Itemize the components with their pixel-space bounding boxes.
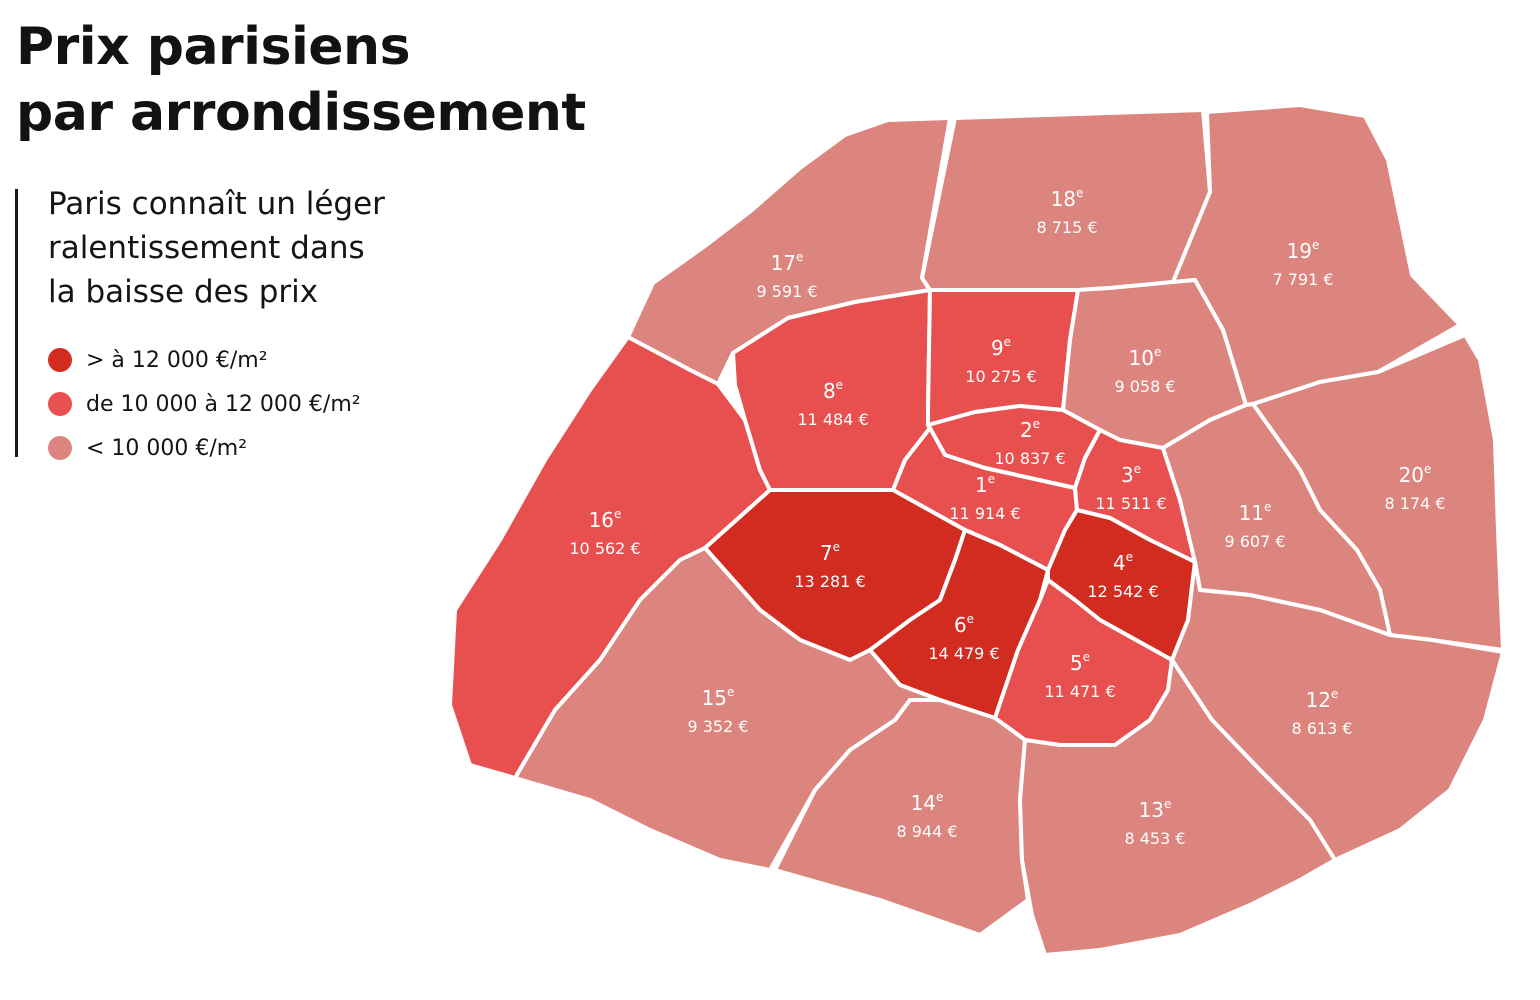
- district-price-20: 8 174 €: [1384, 494, 1445, 513]
- district-14: [773, 698, 1030, 937]
- district-number-18: 18e: [1051, 186, 1084, 211]
- district-number-2: 2e: [1020, 417, 1040, 442]
- subtitle-line-3: la baisse des prix: [48, 274, 319, 310]
- district-price-14: 8 944 €: [896, 822, 957, 841]
- district-label-2: 2e 10 837 €: [994, 417, 1065, 468]
- district-price-11: 9 607 €: [1224, 532, 1285, 551]
- district-number-7: 7e: [820, 540, 840, 565]
- subtitle-line-1: Paris connaît un léger: [48, 186, 385, 222]
- district-price-12: 8 613 €: [1291, 719, 1352, 738]
- district-label-1: 1e 11 914 €: [949, 472, 1020, 523]
- district-price-7: 13 281 €: [794, 572, 865, 591]
- legend-label-low: < 10 000 €/m²: [86, 435, 248, 461]
- district-number-9: 9e: [991, 335, 1011, 360]
- district-label-13: 13e 8 453 €: [1124, 797, 1185, 848]
- legend-item-mid: de 10 000 à 12 000 €/m²: [48, 382, 361, 426]
- district-number-19: 19e: [1287, 238, 1320, 263]
- district-price-18: 8 715 €: [1036, 218, 1097, 237]
- district-number-12: 12e: [1306, 687, 1339, 712]
- district-number-10: 10e: [1129, 345, 1162, 370]
- district-label-10: 10e 9 058 €: [1114, 345, 1175, 396]
- legend-label-mid: de 10 000 à 12 000 €/m²: [86, 391, 361, 417]
- district-price-13: 8 453 €: [1124, 829, 1185, 848]
- district-label-12: 12e 8 613 €: [1291, 687, 1352, 738]
- district-price-4: 12 542 €: [1087, 582, 1158, 601]
- district-price-19: 7 791 €: [1272, 270, 1333, 289]
- district-price-8: 11 484 €: [797, 410, 868, 429]
- district-label-18: 18e 8 715 €: [1036, 186, 1097, 237]
- district-price-10: 9 058 €: [1114, 377, 1175, 396]
- district-label-15: 15e 9 352 €: [687, 685, 748, 736]
- district-label-11: 11e 9 607 €: [1224, 500, 1285, 551]
- district-number-16: 16e: [589, 507, 622, 532]
- district-number-3: 3e: [1121, 462, 1141, 487]
- district-price-3: 11 511 €: [1095, 494, 1166, 513]
- district-13: [1018, 658, 1337, 957]
- legend-swatch-high: [48, 348, 72, 372]
- district-number-20: 20e: [1399, 462, 1432, 487]
- district-number-1: 1e: [975, 472, 995, 497]
- district-label-5: 5e 11 471 €: [1044, 650, 1115, 701]
- district-number-8: 8e: [823, 378, 843, 403]
- district-number-4: 4e: [1113, 550, 1133, 575]
- legend: > à 12 000 €/m² de 10 000 à 12 000 €/m² …: [48, 338, 361, 470]
- legend-swatch-mid: [48, 392, 72, 416]
- subtitle: Paris connaît un léger ralentissement da…: [48, 182, 385, 314]
- district-label-19: 19e 7 791 €: [1272, 238, 1333, 289]
- subtitle-rule: [15, 189, 18, 457]
- district-labels: 1e 11 914 € 2e 10 837 € 3e 11 511 € 4e 12 542 €…: [569, 186, 1445, 848]
- title-line-2: par arrondissement: [16, 83, 586, 143]
- legend-swatch-low: [48, 436, 72, 460]
- district-number-14: 14e: [911, 790, 944, 815]
- legend-label-high: > à 12 000 €/m²: [86, 347, 268, 373]
- district-number-6: 6e: [954, 612, 974, 637]
- district-price-2: 10 837 €: [994, 449, 1065, 468]
- district-label-9: 9e 10 275 €: [965, 335, 1036, 386]
- district-price-16: 10 562 €: [569, 539, 640, 558]
- district-label-6: 6e 14 479 €: [928, 612, 999, 663]
- district-number-15: 15e: [702, 685, 735, 710]
- district-price-17: 9 591 €: [756, 282, 817, 301]
- district-number-5: 5e: [1070, 650, 1090, 675]
- district-label-3: 3e 11 511 €: [1095, 462, 1166, 513]
- legend-item-high: > à 12 000 €/m²: [48, 338, 361, 382]
- district-price-1: 11 914 €: [949, 504, 1020, 523]
- page-title: Prix parisiens par arrondissement: [16, 14, 586, 146]
- district-price-15: 9 352 €: [687, 717, 748, 736]
- district-price-5: 11 471 €: [1044, 682, 1115, 701]
- district-label-7: 7e 13 281 €: [794, 540, 865, 591]
- district-label-4: 4e 12 542 €: [1087, 550, 1158, 601]
- district-label-8: 8e 11 484 €: [797, 378, 868, 429]
- district-number-17: 17e: [771, 250, 804, 275]
- district-price-6: 14 479 €: [928, 644, 999, 663]
- district-price-9: 10 275 €: [965, 367, 1036, 386]
- district-number-13: 13e: [1139, 797, 1172, 822]
- district-number-11: 11e: [1239, 500, 1272, 525]
- district-label-20: 20e 8 174 €: [1384, 462, 1445, 513]
- title-line-1: Prix parisiens: [16, 17, 411, 77]
- district-label-17: 17e 9 591 €: [756, 250, 817, 301]
- subtitle-line-2: ralentissement dans: [48, 230, 365, 266]
- legend-item-low: < 10 000 €/m²: [48, 426, 361, 470]
- district-shapes: [448, 103, 1505, 957]
- district-label-16: 16e 10 562 €: [569, 507, 640, 558]
- district-label-14: 14e 8 944 €: [896, 790, 957, 841]
